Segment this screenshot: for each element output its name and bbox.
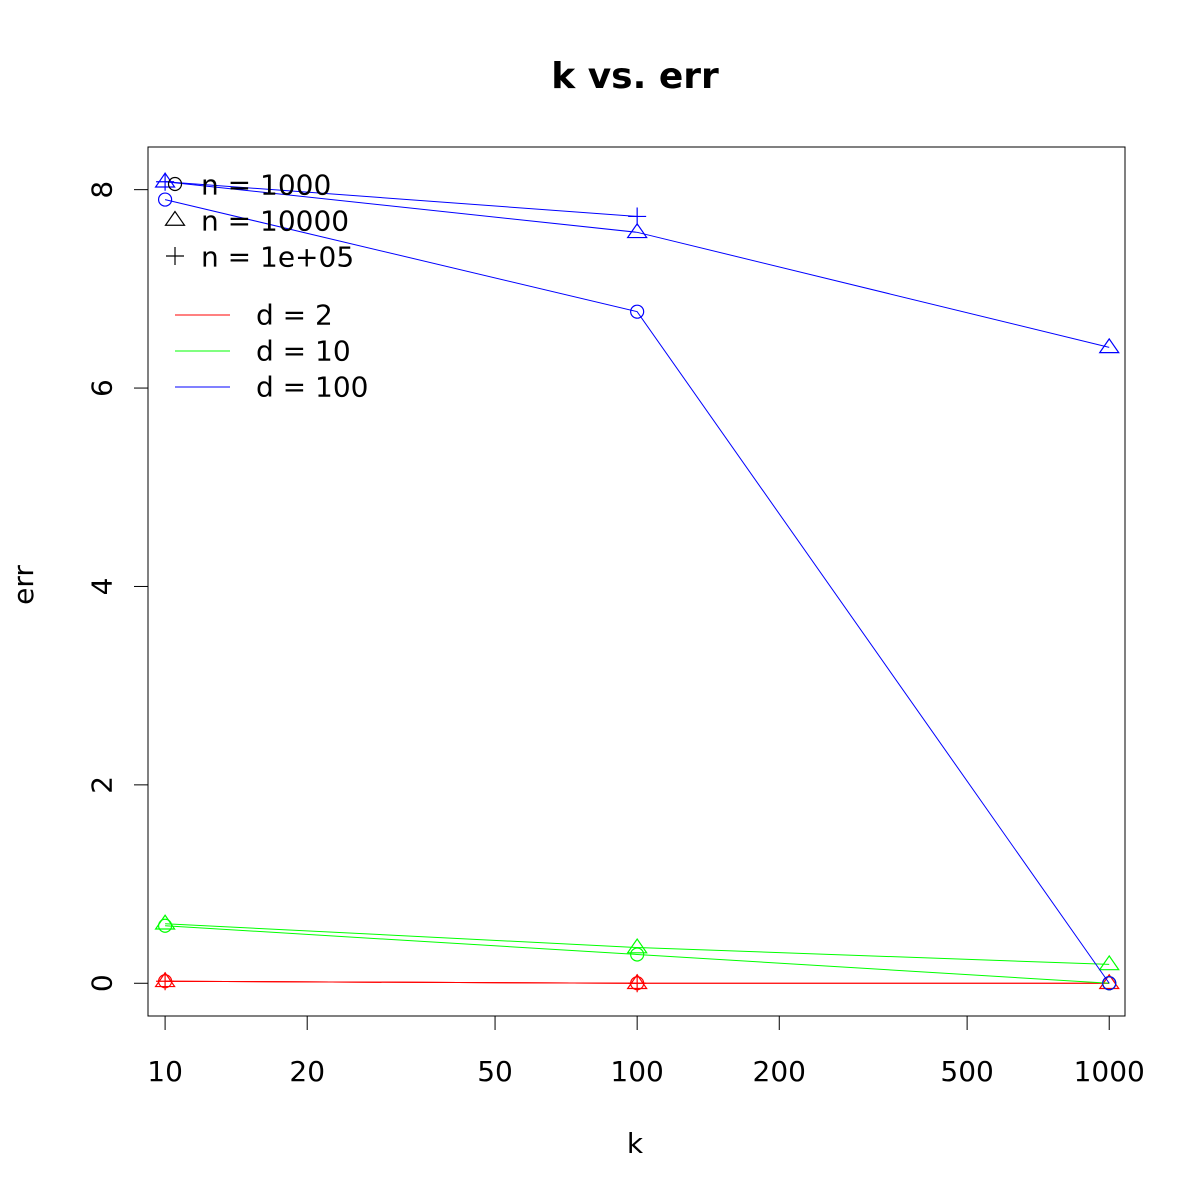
x-tick-label: 20: [289, 1055, 325, 1088]
y-tick-label: 2: [86, 776, 119, 794]
series-line: [165, 181, 638, 217]
legend-circle-icon: [167, 176, 183, 192]
x-axis-label: k: [627, 1127, 644, 1160]
series-line: [165, 181, 1110, 348]
data-point-circle: [630, 304, 645, 319]
y-tick-label: 0: [86, 974, 119, 992]
data-point-plus: [156, 172, 175, 191]
x-tick-label: 200: [753, 1055, 806, 1088]
legend-label: n = 10000: [201, 205, 349, 238]
data-point-circle: [1102, 976, 1117, 991]
legend-label: d = 2: [256, 299, 333, 332]
series-line: [165, 923, 1110, 965]
data-point-triangle: [1098, 973, 1120, 990]
y-tick-label: 6: [86, 379, 119, 397]
legend-label: n = 1e+05: [201, 241, 354, 274]
legend-label: n = 1000: [201, 169, 331, 202]
data-point-triangle: [626, 222, 648, 239]
y-tick-label: 4: [86, 578, 119, 596]
legend-label: d = 10: [256, 335, 351, 368]
legend-label: d = 100: [256, 371, 368, 404]
x-tick-label: 50: [477, 1055, 513, 1088]
data-point-plus: [628, 207, 647, 226]
legend-plus-icon: [166, 247, 184, 265]
plot-area: 10 20 50 100 200 500 1000 0 2 4 6 8: [86, 146, 1145, 1088]
data-point-circle: [157, 192, 173, 207]
x-tick-label: 10: [147, 1055, 183, 1088]
y-tick-label: 8: [86, 181, 119, 199]
data-point-triangle: [1098, 337, 1120, 354]
series-line: [165, 925, 1110, 984]
data-point-triangle: [154, 914, 176, 930]
x-tick-label: 100: [610, 1055, 663, 1088]
plot-frame: [147, 146, 1126, 1017]
chart-title: k vs. err: [551, 56, 719, 97]
y-axis-label: err: [7, 565, 40, 605]
data-point-triangle: [626, 937, 648, 954]
data-point-circle: [157, 918, 173, 933]
series-line: [164, 199, 1110, 984]
x-tick-label: 1000: [1074, 1055, 1145, 1088]
data-point-plus: [628, 974, 647, 993]
x-tick-label: 500: [940, 1055, 993, 1088]
legend-triangle-icon: [164, 210, 186, 226]
data-point-plus: [156, 972, 175, 991]
series-line: [165, 980, 638, 984]
data-point-triangle: [1098, 954, 1120, 971]
